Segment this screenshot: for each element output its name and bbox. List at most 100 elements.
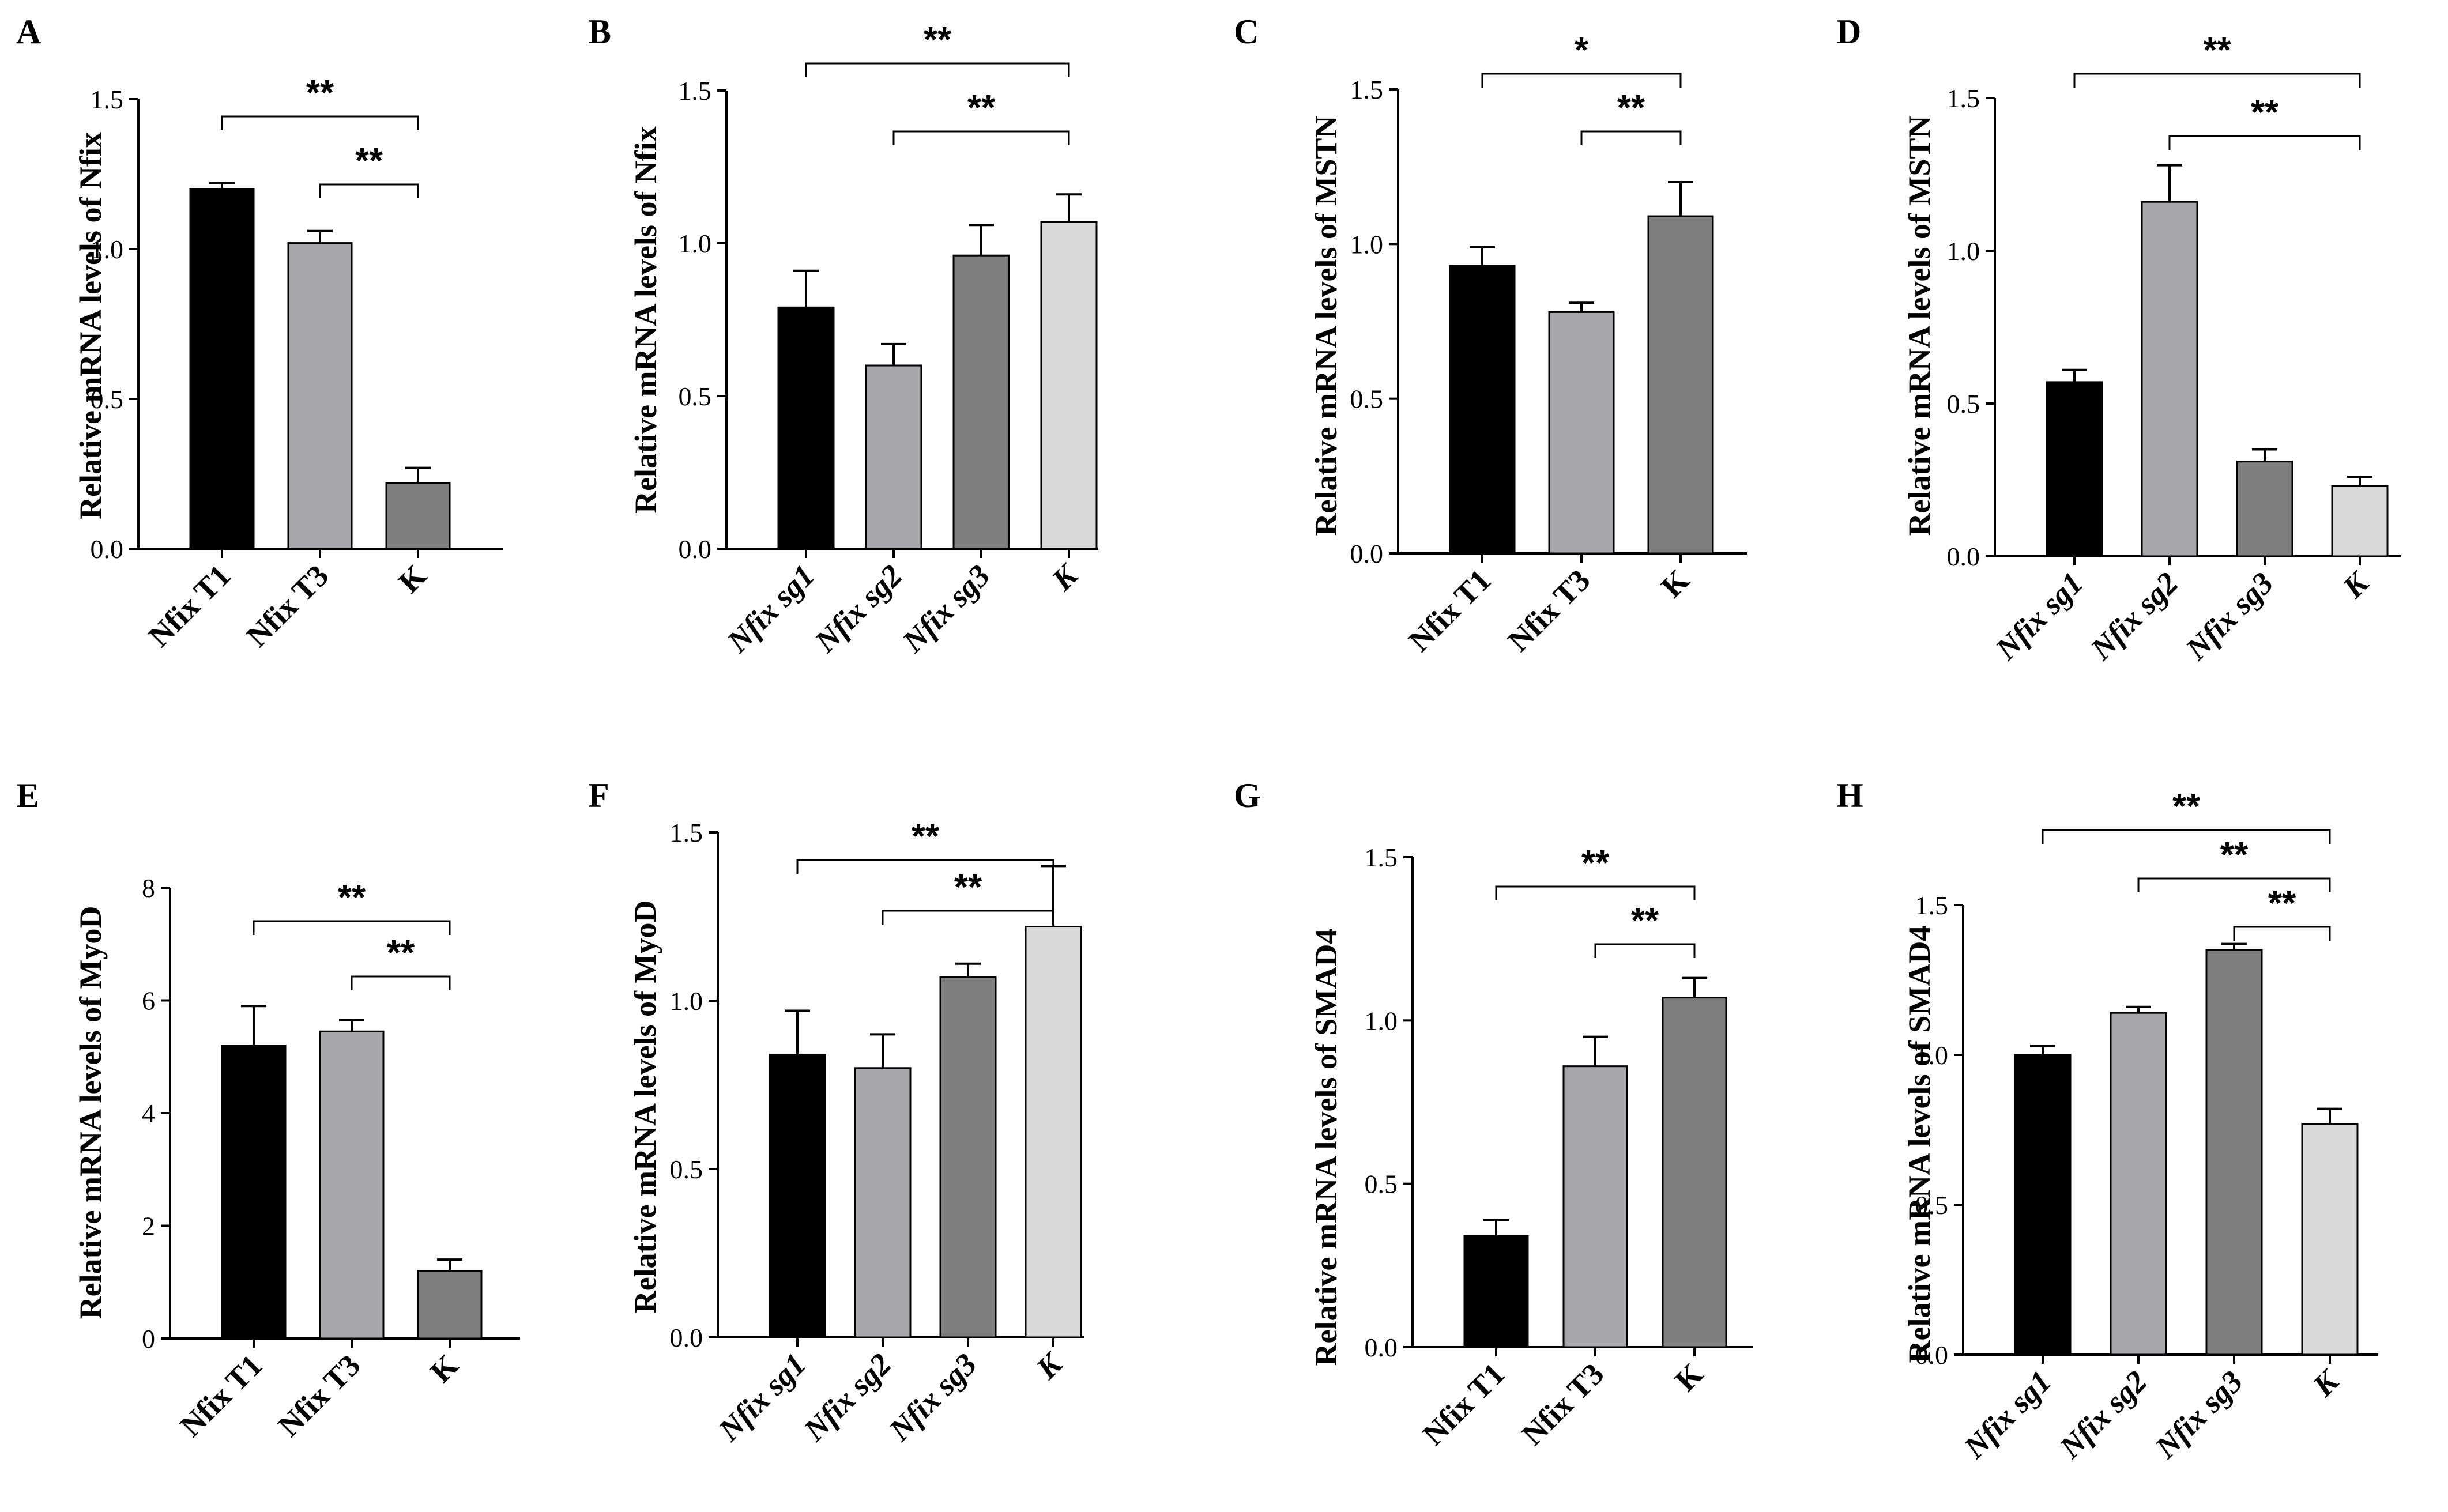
panel-letter: G bbox=[1234, 776, 1261, 815]
y-axis-label: Relative mRNA levels of MSTN bbox=[1309, 116, 1343, 536]
significance-label: ** bbox=[2220, 835, 2249, 875]
bar-nfix-sg3 bbox=[2205, 949, 2263, 1356]
y-tick-label: 1.0 bbox=[1915, 1040, 1949, 1070]
x-tick-label: K bbox=[1668, 1356, 1709, 1398]
y-axis-label: Relative mRNA levels of MyoD bbox=[628, 900, 662, 1314]
y-tick-label: 0.0 bbox=[670, 1323, 703, 1352]
significance-bracket bbox=[1594, 943, 1696, 958]
significance-bracket bbox=[253, 920, 451, 935]
significance-bracket bbox=[892, 130, 1070, 145]
bar-nfix-sg1 bbox=[777, 306, 835, 550]
panel-E: E 0 2 4 6 8 Relative mRNA levels of MyoD Nfix T… bbox=[16, 776, 520, 1443]
x-tick-label: Nfix T1 bbox=[174, 1348, 269, 1443]
y-axis-label: Relative mRNA levels of MSTN bbox=[1902, 116, 1937, 536]
bar-nfix-sg2 bbox=[865, 364, 922, 550]
bar-nfix-t3 bbox=[1548, 311, 1615, 555]
bar-k bbox=[1647, 215, 1714, 555]
significance-bracket bbox=[221, 115, 419, 130]
panel-letter: A bbox=[16, 13, 41, 51]
y-tick-label: 1.5 bbox=[670, 818, 703, 847]
bar-nfix-sg3 bbox=[2236, 461, 2293, 557]
bar-k bbox=[1025, 926, 1082, 1338]
x-tick-label: K bbox=[1029, 1345, 1070, 1386]
x-tick-label: Nfix T3 bbox=[272, 1348, 367, 1443]
x-tick-label: K bbox=[391, 558, 433, 599]
x-tick-label: Nfix T3 bbox=[240, 558, 336, 654]
panel-G: G 0.0 0.5 1.0 1.5 Relative mRNA levels of SMA… bbox=[1234, 776, 1753, 1452]
significance-label: * bbox=[1575, 31, 1589, 70]
significance-bracket bbox=[2168, 135, 2361, 150]
y-tick-label: 6 bbox=[142, 986, 155, 1016]
significance-label: ** bbox=[387, 933, 415, 973]
y-tick-label: 0.0 bbox=[1350, 539, 1384, 568]
bar-nfix-t1 bbox=[1449, 265, 1516, 555]
y-tick-label: 1.0 bbox=[670, 986, 703, 1016]
significance-label: ** bbox=[1631, 901, 1659, 941]
y-tick-label: 1.5 bbox=[91, 85, 124, 114]
bar-k bbox=[417, 1270, 483, 1340]
y-axis-label: Relative mRNA levels of SMAD4 bbox=[1309, 929, 1343, 1366]
panel-B: B 0.0 0.5 1.0 1.5 Relative mRNA levels of Nfi… bbox=[588, 13, 1098, 659]
x-tick-label: K bbox=[2336, 564, 2377, 605]
y-tick-label: 1.0 bbox=[1947, 236, 1980, 266]
x-tick-label: Nfix sg2 bbox=[2052, 1364, 2154, 1465]
significance-bracket bbox=[1481, 73, 1682, 88]
y-tick-label: 1.5 bbox=[1915, 891, 1949, 920]
x-tick-label: Nfix sg2 bbox=[808, 558, 909, 659]
panel-letter: E bbox=[16, 776, 39, 815]
significance-bracket bbox=[2233, 926, 2331, 941]
y-tick-label: 8 bbox=[142, 873, 155, 903]
significance-bracket bbox=[805, 62, 1070, 77]
significance-bracket bbox=[2042, 829, 2331, 844]
x-tick-label: Nfix sg3 bbox=[2148, 1364, 2250, 1465]
x-tick-label: Nfix sg3 bbox=[2179, 565, 2280, 667]
panel-letter: D bbox=[1836, 13, 1861, 51]
significance-bracket bbox=[351, 975, 451, 990]
x-tick-label: K bbox=[1045, 556, 1086, 597]
significance-label: ** bbox=[306, 73, 334, 113]
x-tick-label: Nfix sg1 bbox=[711, 1347, 813, 1448]
significance-label: ** bbox=[912, 817, 940, 857]
y-tick-label: 0.5 bbox=[670, 1155, 703, 1184]
x-tick-label: Nfix T3 bbox=[1501, 563, 1597, 658]
y-tick-label: 0.5 bbox=[1947, 389, 1980, 418]
significance-label: ** bbox=[338, 878, 366, 918]
significance-bracket bbox=[1580, 130, 1682, 145]
y-tick-label: 1.0 bbox=[91, 235, 124, 264]
significance-bracket bbox=[2137, 877, 2331, 892]
bar-k bbox=[1662, 997, 1727, 1348]
bar-nfix-t1 bbox=[1463, 1235, 1529, 1348]
bar-nfix-sg1 bbox=[2046, 381, 2103, 557]
x-tick-label: Nfix T1 bbox=[1402, 563, 1498, 658]
panel-letter: F bbox=[588, 776, 609, 815]
bar-k bbox=[2301, 1123, 2359, 1356]
panel-A: A 0.0 0.5 1.0 1.5 Relative mRNA levels of Nfi… bbox=[16, 13, 503, 654]
y-tick-label: 0.5 bbox=[1350, 384, 1384, 414]
panel-letter: B bbox=[588, 13, 611, 51]
y-axis-label: Relative mRNA levels of Nfix bbox=[73, 132, 108, 519]
panel-letter: C bbox=[1234, 13, 1259, 51]
x-tick-label: Nfix sg2 bbox=[797, 1347, 898, 1448]
bar-k bbox=[1040, 221, 1098, 550]
significance-label: ** bbox=[967, 88, 996, 128]
y-tick-label: 0 bbox=[142, 1324, 155, 1353]
y-tick-label: 1.5 bbox=[679, 76, 712, 105]
y-tick-label: 0.0 bbox=[91, 534, 124, 564]
bar-nfix-t3 bbox=[287, 242, 353, 550]
bar-nfix-sg2 bbox=[2141, 201, 2198, 557]
significance-bracket bbox=[882, 910, 1054, 925]
significance-label: ** bbox=[355, 141, 383, 181]
x-tick-label: Nfix sg1 bbox=[720, 558, 822, 659]
y-tick-label: 1.5 bbox=[1947, 84, 1980, 113]
bar-nfix-sg2 bbox=[2110, 1012, 2167, 1356]
y-tick-label: 4 bbox=[142, 1099, 155, 1128]
y-tick-label: 0.5 bbox=[1915, 1190, 1949, 1220]
bar-k bbox=[2331, 485, 2389, 557]
y-tick-label: 1.5 bbox=[1350, 75, 1384, 104]
y-tick-label: 0.5 bbox=[679, 382, 712, 411]
y-tick-label: 1.5 bbox=[1365, 843, 1398, 872]
significance-bracket bbox=[796, 859, 1054, 874]
panel-H: H 0.0 0.5 1.0 1.5 Relative mRNA levels of SMA… bbox=[1836, 776, 2378, 1465]
